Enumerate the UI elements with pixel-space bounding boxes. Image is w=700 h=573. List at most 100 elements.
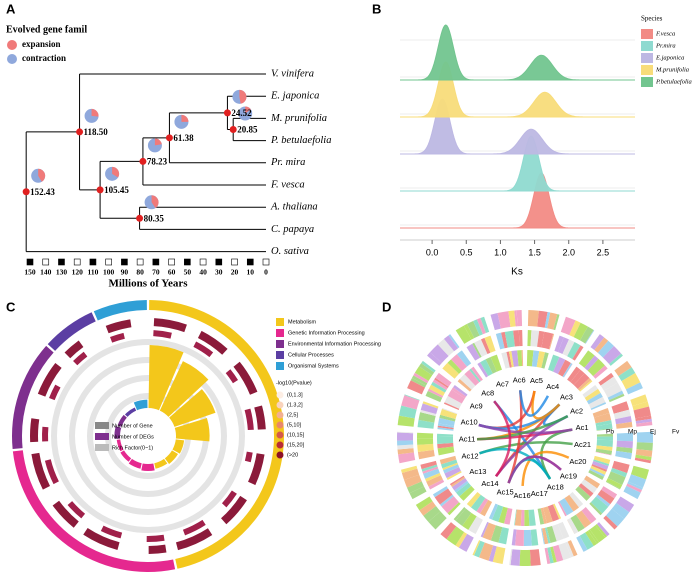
deg-bar <box>105 319 132 334</box>
axis-tick <box>73 258 81 266</box>
legend-label: (>20 <box>287 452 298 458</box>
synteny-block <box>419 501 437 516</box>
synteny-block <box>485 357 497 374</box>
synteny-block <box>459 485 475 501</box>
synteny-block <box>455 508 472 526</box>
synteny-block <box>431 381 447 393</box>
legend-swatch <box>276 329 284 337</box>
synteny-block <box>598 372 614 386</box>
synteny-block <box>564 494 580 512</box>
synteny-block <box>544 312 551 329</box>
synteny-block <box>441 408 458 415</box>
synteny-block <box>417 438 434 445</box>
panel-letter: C <box>6 299 16 314</box>
x-tick-label: 2.0 <box>562 247 575 257</box>
synteny-block <box>592 408 610 418</box>
deg-bar <box>153 318 187 333</box>
synteny-block <box>605 481 621 490</box>
x-tick-label: 110 <box>88 268 99 277</box>
synteny-block <box>480 316 490 334</box>
leaf-label: V. vinifera <box>271 68 314 79</box>
synteny-block <box>632 401 650 411</box>
leaf-label: E. japonica <box>270 91 319 102</box>
synteny-block <box>618 367 636 382</box>
synteny-block <box>457 378 472 392</box>
synteny-block <box>544 547 551 565</box>
node <box>165 134 173 142</box>
node <box>76 128 84 136</box>
chromosome-label: Ac16 <box>514 491 531 500</box>
synteny-block <box>558 337 569 354</box>
chromosome-label: Ac9 <box>470 402 483 411</box>
legend-label: P.betulaefolia <box>655 78 692 85</box>
synteny-block <box>484 335 496 353</box>
gene-bar <box>67 501 86 519</box>
synteny-block <box>476 498 489 514</box>
synteny-block <box>417 432 434 439</box>
synteny-block <box>401 395 420 410</box>
synteny-block <box>547 312 558 330</box>
synteny-block <box>562 339 575 357</box>
synteny-block <box>437 442 454 449</box>
panel-letter: A <box>6 1 16 16</box>
synteny-block <box>565 541 574 558</box>
synteny-block <box>584 388 601 402</box>
chromosome-label: Ac14 <box>481 479 498 488</box>
synteny-block <box>418 363 435 376</box>
rich-factor-bar <box>120 450 132 462</box>
synteny-block <box>537 310 548 328</box>
synteny-block <box>455 325 472 344</box>
synteny-block <box>593 459 610 467</box>
rich-factor-bar <box>116 439 124 452</box>
synteny-block <box>480 521 489 538</box>
x-tick-label: 60 <box>168 268 176 277</box>
legend-swatch <box>276 451 284 459</box>
gene-bar <box>221 490 237 508</box>
synteny-block <box>514 310 518 327</box>
synteny-block <box>442 462 458 471</box>
synteny-block <box>595 523 608 538</box>
axis-tick <box>215 258 223 266</box>
synteny-block <box>595 448 613 455</box>
synteny-block <box>530 529 539 546</box>
synteny-block <box>492 546 506 565</box>
legend-label: Genetic Information Processing <box>288 330 365 336</box>
synteny-block <box>552 503 562 520</box>
legend-swatch <box>641 53 653 63</box>
x-tick-label: 130 <box>56 268 68 277</box>
axis-tick <box>152 258 160 266</box>
synteny-block <box>422 401 439 409</box>
synteny-block <box>536 351 546 368</box>
synteny-block <box>616 446 633 454</box>
x-tick-label: 150 <box>24 268 36 277</box>
synteny-block <box>547 504 560 522</box>
synteny-link <box>507 455 562 484</box>
synteny-block <box>570 369 585 386</box>
synteny-block <box>541 331 554 350</box>
synteny-block <box>434 488 453 505</box>
synteny-block <box>616 432 634 442</box>
x-tick-label: 1.5 <box>528 247 541 257</box>
deg-bar <box>197 330 228 355</box>
leaf-label: P. betulaefolia <box>270 135 331 146</box>
synteny-block <box>548 354 560 372</box>
synteny-block <box>554 335 564 353</box>
synteny-block <box>448 334 460 349</box>
synteny-block <box>520 509 525 526</box>
synteny-block <box>463 323 475 340</box>
synteny-block <box>413 372 429 384</box>
synteny-block <box>455 532 468 548</box>
pie-slice <box>245 106 251 114</box>
synteny-block <box>633 406 652 419</box>
synteny-block <box>573 373 590 389</box>
synteny-block <box>477 362 489 378</box>
axis-tick <box>231 258 238 266</box>
synteny-block <box>589 525 606 543</box>
synteny-block <box>625 382 643 395</box>
synteny-block <box>468 516 483 535</box>
synteny-block <box>443 464 460 474</box>
synteny-block <box>425 472 441 482</box>
synteny-block <box>511 350 519 367</box>
synteny-block <box>417 443 434 452</box>
synteny-block <box>444 466 461 479</box>
